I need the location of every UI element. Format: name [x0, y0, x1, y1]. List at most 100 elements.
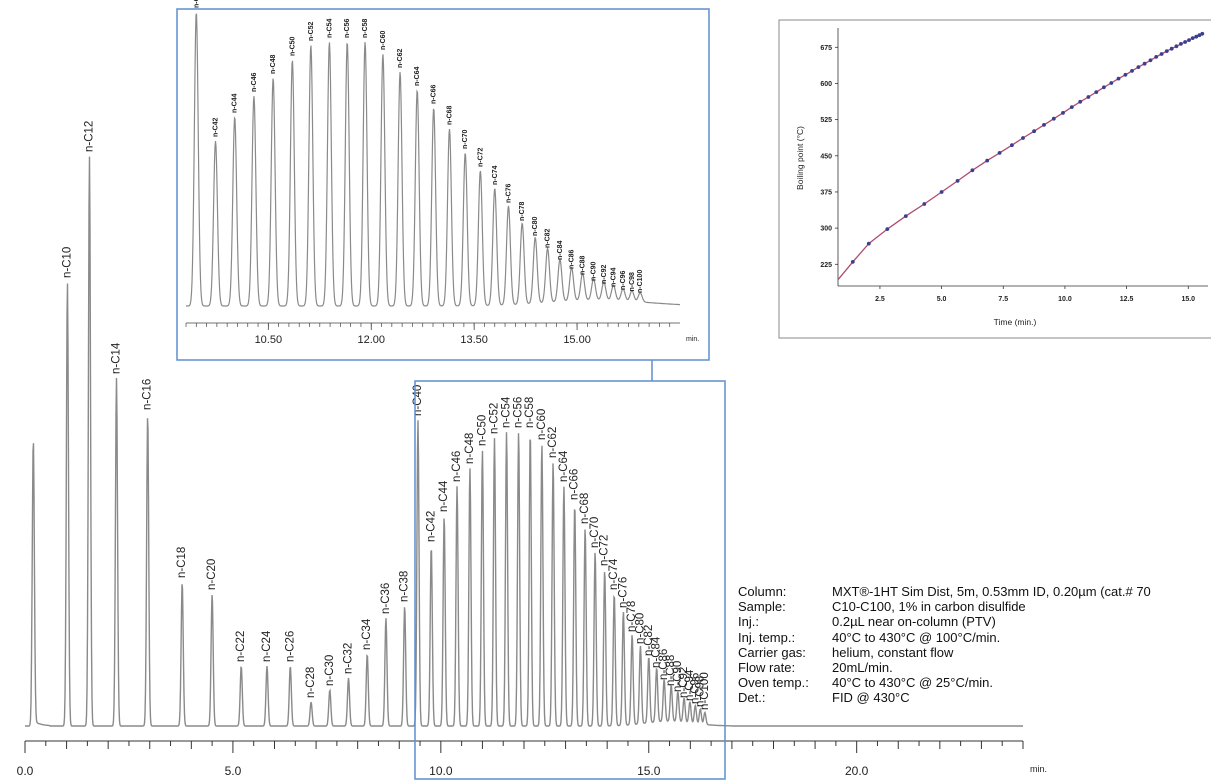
- inset-peak-label: n-C40: [193, 0, 200, 8]
- calibration-point: [1130, 69, 1134, 73]
- inset-chromatogram: 10.50 12.00 13.50 15.00 min. n-C40 n-C42 n-C44 n…: [185, 0, 699, 346]
- main-peak-label: n-C52: [489, 403, 501, 434]
- main-peak-label: n-C54: [501, 396, 513, 428]
- calibration-point: [922, 202, 927, 206]
- condition-key: Inj. temp.:: [738, 629, 796, 645]
- main-peak-label: n-C68: [579, 493, 591, 524]
- inset-trace: [186, 13, 680, 307]
- main-peak-label: n-C46: [451, 451, 463, 482]
- condition-value: 20mL/min.: [832, 660, 893, 676]
- main-peak-label: n-C100: [699, 672, 711, 710]
- calibration-point: [1010, 143, 1014, 148]
- main-peak-label: n-C32: [343, 643, 355, 674]
- calibration-y-tick-label: 675: [820, 45, 832, 52]
- main-tick-label: 10.0: [429, 764, 453, 778]
- calibration-point: [1187, 38, 1191, 42]
- calibration-y-tick-label: 450: [820, 153, 832, 160]
- condition-key: Column:: [738, 584, 787, 599]
- inset-tick-label: 15.00: [563, 334, 591, 346]
- main-peak-label: n-C84: [651, 636, 663, 668]
- inset-peak-label: n-C60: [380, 30, 387, 50]
- condition-row: Inj. temp.: 40°C to 430°C @ 100°C/min.: [738, 630, 1151, 645]
- condition-value: C10-C100, 1% in carbon disulfide: [832, 599, 1026, 615]
- inset-peak-label: n-C74: [492, 165, 499, 185]
- condition-value: 0.2µL near on-column (PTV): [832, 614, 996, 630]
- condition-key: Inj.:: [738, 614, 759, 630]
- inset-tick-label: 10.50: [255, 334, 283, 346]
- main-x-unit: min.: [1030, 764, 1047, 774]
- main-peak-label: n-C64: [558, 450, 570, 482]
- condition-value: MXT®-1HT Sim Dist, 5m, 0.53mm ID, 0.20µm…: [832, 584, 1151, 599]
- calibration-point: [1032, 129, 1036, 134]
- condition-key: Oven temp.:: [738, 675, 809, 691]
- inset-peak-label: n-C100: [637, 270, 644, 293]
- main-peak-label: n-C98: [694, 676, 706, 707]
- main-peak-label: n-C14: [111, 342, 123, 374]
- calibration-point: [903, 214, 908, 219]
- inset-peak-label: n-C94: [610, 267, 617, 287]
- calibration-point: [939, 190, 944, 194]
- condition-row: Det.: FID @ 430°C: [738, 690, 1151, 705]
- inset-peak-label: n-C82: [545, 228, 552, 248]
- inset-peak-label: n-C58: [362, 18, 369, 38]
- main-peak-label: n-C94: [684, 669, 696, 701]
- main-peak-label: n-C26: [284, 631, 296, 662]
- condition-value: 40°C to 430°C @ 100°C/min.: [832, 629, 1001, 645]
- main-peak-label: n-C92: [678, 667, 690, 698]
- inset-tick-label: 13.50: [460, 334, 488, 346]
- calibration-y-tick-label: 225: [820, 262, 832, 269]
- calibration-point: [1200, 31, 1205, 36]
- inset-peak-label: n-C66: [431, 84, 438, 104]
- main-peak-label: n-C16: [142, 379, 154, 410]
- main-peak-label: n-C82: [643, 625, 655, 656]
- condition-value: FID @ 430°C: [832, 690, 910, 706]
- calibration-point: [1148, 58, 1153, 63]
- main-tick-label: 5.0: [225, 764, 242, 778]
- calibration-x-label: Time (min.): [994, 317, 1037, 327]
- main-peak-label: n-C58: [524, 397, 536, 428]
- condition-key: Carrier gas:: [738, 644, 806, 660]
- calibration-x-tick-label: 5.0: [937, 296, 947, 303]
- inset-box: [176, 8, 710, 361]
- main-peak-label: n-C10: [61, 247, 73, 278]
- main-peak-label: n-C42: [425, 511, 437, 542]
- calibration-point: [1183, 40, 1187, 44]
- calibration-x-tick-label: 10.0: [1058, 296, 1072, 303]
- main-peak-label: n-C20: [206, 559, 218, 590]
- zoom-boxes: [176, 8, 726, 780]
- inset-peak-label: n-C46: [251, 72, 258, 92]
- inset-peak-label: n-C68: [447, 105, 454, 125]
- calibration-point: [1094, 90, 1099, 94]
- main-peak-label: n-C28: [305, 667, 317, 698]
- calibration-x-tick-label: 2.5: [875, 296, 885, 303]
- calibration-frame: [778, 19, 1211, 339]
- calibration-point: [850, 260, 855, 264]
- calibration-point: [1194, 34, 1199, 39]
- main-peak-label: n-C12: [84, 121, 96, 152]
- main-peak-label: n-C36: [380, 583, 392, 614]
- inset-peak-label: n-C64: [414, 66, 421, 86]
- calibration-point: [1042, 123, 1046, 127]
- condition-key: Flow rate:: [738, 660, 796, 676]
- main-peak-label: n-C80: [634, 613, 646, 644]
- main-peak-label: n-C40: [412, 385, 424, 416]
- main-tick-label: 20.0: [845, 764, 869, 778]
- inset-peak-label: n-C76: [506, 183, 513, 203]
- calibration-x-tick-label: 7.5: [998, 296, 1008, 303]
- main-tick-label: 0.0: [17, 764, 34, 778]
- main-peak-label: n-C18: [176, 547, 188, 578]
- calibration-point: [885, 227, 890, 232]
- calibration-point: [1116, 76, 1121, 81]
- inset-x-unit: min.: [686, 336, 699, 343]
- condition-row: Column: MXT®-1HT Sim Dist, 5m, 0.53mm ID,…: [738, 584, 1151, 599]
- inset-peak-label: n-C56: [344, 18, 351, 38]
- inset-peak-label: n-C72: [477, 147, 484, 167]
- main-chromatogram: 0.0 5.0 10.0 15.0 20.0 min. n-C10 n-C12 n-C14 n-C…: [17, 121, 1047, 778]
- condition-row: Oven temp.: 40°C to 430°C @ 25°C/min.: [738, 675, 1151, 690]
- inset-peak-label: n-C42: [213, 117, 220, 137]
- main-peak-label: n-C56: [513, 397, 525, 428]
- inset-peak-label: n-C78: [519, 201, 526, 221]
- calibration-point: [1109, 81, 1114, 85]
- condition-row: Sample: C10-C100, 1% in carbon disulfide: [738, 599, 1151, 614]
